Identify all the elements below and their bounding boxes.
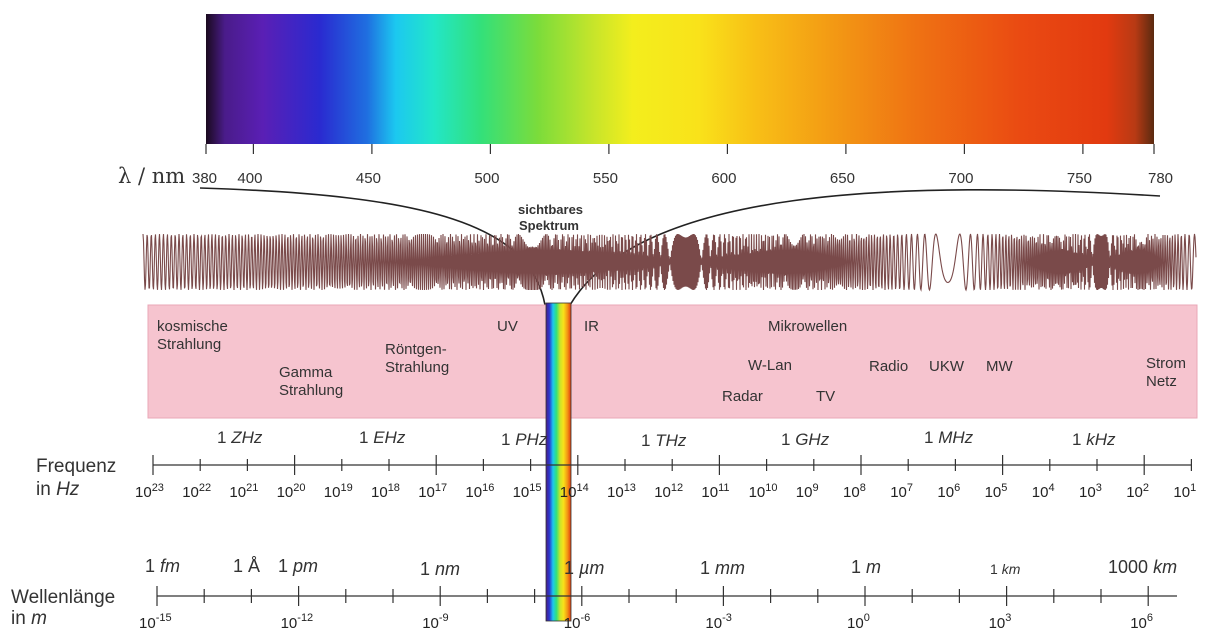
wavelength-axis-title-unit: m	[31, 608, 47, 629]
freq-tick-label: 106	[937, 482, 960, 501]
band-ukw: UKW	[929, 358, 964, 375]
band-radar: Radar	[722, 388, 763, 405]
nm-tick-label: 750	[1067, 170, 1092, 187]
freq-tick-label: 1013	[607, 482, 636, 501]
nm-tick-label: 450	[356, 170, 381, 187]
freq-tick-label: 109	[796, 482, 819, 501]
freq-tick-label: 1015	[513, 482, 542, 501]
freq-unit-ghz: 1 GHz	[781, 430, 830, 449]
freq-tick-label: 1020	[277, 482, 306, 501]
band-xray: Röntgen- Strahlung	[385, 341, 449, 377]
wl-unit-km: 1 km	[990, 561, 1021, 577]
band-power-line2: Netz	[1146, 373, 1177, 390]
freq-tick-label: 105	[985, 482, 1008, 501]
freq-tick-label: 1016	[465, 482, 494, 501]
freq-tick-label: 1010	[749, 482, 778, 501]
nm-tick-label: 380	[192, 170, 217, 187]
electromagnetic-wave	[142, 233, 1197, 292]
band-uv: UV	[497, 318, 518, 335]
wl-tick-label: 10-15	[139, 612, 172, 632]
wl-unit-angstrom: 1 Å	[233, 556, 261, 576]
visible-spectrum-title-line1: sichtbares	[518, 202, 583, 217]
freq-unit-mhz: 1 MHz	[924, 428, 974, 447]
lambda-axis-label: λ / nm	[118, 164, 185, 188]
band-gamma: Gamma Strahlung	[279, 364, 343, 400]
wl-unit-1000km: 1000 km	[1108, 557, 1178, 577]
nm-tick-label: 650	[830, 170, 855, 187]
band-cosmic-line2: Strahlung	[157, 336, 222, 353]
band-xray-line1: Röntgen-	[385, 341, 447, 358]
wl-tick-label: 10-12	[281, 612, 314, 632]
visible-strip	[546, 303, 571, 621]
freq-tick-label: 104	[1032, 482, 1055, 501]
band-power: Strom Netz	[1146, 355, 1186, 391]
wl-tick-label: 10-6	[564, 612, 590, 632]
wl-unit-pm: 1 pm	[278, 556, 319, 576]
wl-tick-label: 103	[989, 612, 1012, 632]
band-xray-line2: Strahlung	[385, 359, 450, 376]
freq-tick-label: 103	[1079, 482, 1102, 501]
band-gamma-line2: Strahlung	[279, 382, 344, 399]
freq-unit-ehz: 1 EHz	[359, 428, 406, 447]
wavelength-axis-title-line2: in m	[11, 608, 115, 629]
freq-tick-label: 107	[890, 482, 913, 501]
nm-tick-label: 700	[948, 170, 973, 187]
freq-unit-khz: 1 kHz	[1072, 430, 1116, 449]
nm-tick-label: 550	[593, 170, 618, 187]
wl-unit-fm: 1 fm	[145, 556, 181, 576]
wl-unit-m: 1 m	[851, 557, 882, 577]
band-tv: TV	[816, 388, 836, 405]
wavelength-axis-title-line1: Wellenlänge	[11, 587, 116, 608]
nm-tick-label: 500	[474, 170, 499, 187]
freq-tick-label: 1017	[418, 482, 447, 501]
frequency-axis-title-unit: Hz	[56, 479, 80, 500]
band-cosmic-line1: kosmische	[157, 318, 228, 335]
wl-unit-um: 1 µm	[564, 558, 605, 578]
visible-spectrum-title-line2: Spektrum	[519, 218, 579, 233]
freq-tick-label: 101	[1173, 482, 1196, 501]
nm-tick-label: 400	[237, 170, 262, 187]
freq-tick-label: 1021	[229, 482, 258, 501]
wl-tick-label: 100	[847, 612, 870, 632]
band-mw: MW	[986, 358, 1013, 375]
wl-tick-label: 106	[1130, 612, 1153, 632]
freq-tick-label: 1011	[701, 482, 729, 501]
wl-tick-label: 10-3	[705, 612, 731, 632]
wavelength-nm-ticks	[205, 144, 1155, 154]
radiation-band-box	[147, 304, 1198, 419]
frequency-axis-title: Frequenz in Hz	[36, 455, 116, 501]
wavelength-axis-title: Wellenlänge in m	[11, 587, 115, 629]
band-gamma-line1: Gamma	[279, 364, 333, 381]
band-cosmic: kosmische Strahlung	[157, 318, 228, 354]
freq-unit-thz: 1 THz	[641, 431, 687, 450]
wavelength-axis-title-prefix: in	[11, 608, 26, 629]
freq-tick-label: 108	[843, 482, 866, 501]
freq-tick-label: 1022	[182, 482, 211, 501]
wl-tick-label: 10-9	[422, 612, 448, 632]
band-ir: IR	[584, 318, 599, 335]
freq-tick-label: 1014	[560, 482, 589, 501]
band-radio: Radio	[869, 358, 909, 375]
wl-unit-mm: 1 mm	[700, 558, 746, 578]
band-power-line1: Strom	[1146, 355, 1187, 372]
freq-tick-label: 102	[1126, 482, 1149, 501]
freq-tick-label: 1019	[324, 482, 353, 501]
frequency-axis-title-prefix: in	[36, 479, 51, 500]
freq-tick-label: 1023	[135, 482, 164, 501]
frequency-axis-title-line2: in Hz	[36, 478, 116, 501]
visible-spectrum-bar	[206, 14, 1154, 144]
band-wlan: W-Lan	[748, 357, 792, 374]
freq-tick-label: 1012	[654, 482, 683, 501]
freq-unit-phz: 1 PHz	[501, 430, 548, 449]
freq-unit-zhz: 1 ZHz	[217, 428, 263, 447]
frequency-axis-title-line1: Frequenz	[36, 456, 117, 477]
wl-unit-nm: 1 nm	[420, 559, 461, 579]
nm-tick-label: 600	[711, 170, 736, 187]
band-microwave: Mikrowellen	[768, 318, 848, 335]
nm-tick-label: 780	[1148, 170, 1173, 187]
freq-tick-label: 1018	[371, 482, 400, 501]
